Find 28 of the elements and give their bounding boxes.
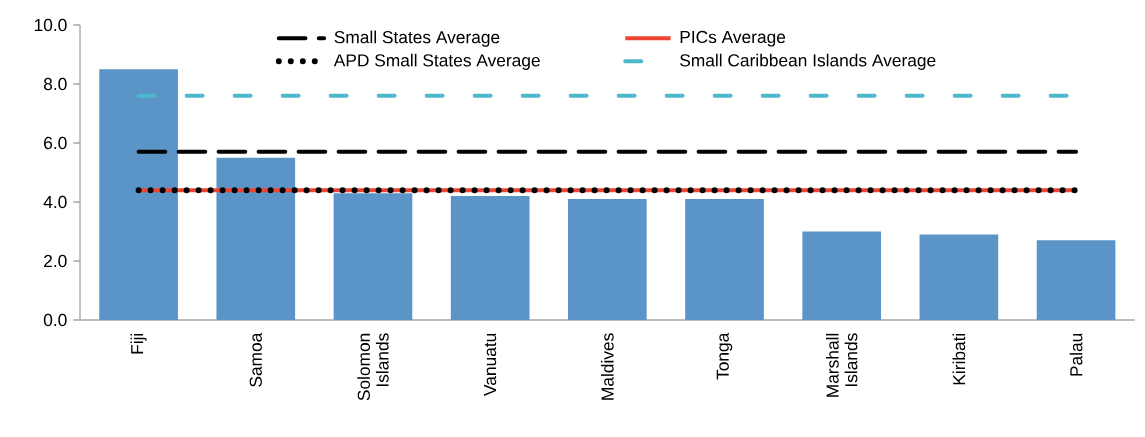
x-tick-label: Tonga <box>716 332 733 380</box>
y-tick-label: 6.0 <box>44 136 67 150</box>
legend-label: APD Small States Average <box>333 53 540 70</box>
x-tick-label: Solomon Islands <box>357 333 389 401</box>
bar <box>802 231 882 320</box>
bar <box>333 193 413 320</box>
x-tick-label: Samoa <box>249 332 262 387</box>
x-tick-label: Palau <box>1069 333 1083 376</box>
y-tick-label: 0.0 <box>43 313 67 327</box>
x-tick-label: Maldives <box>600 333 614 400</box>
y-tick-label: 10.0 <box>34 18 67 32</box>
legend-label: PICs Average <box>680 30 786 47</box>
y-tick-label: 8.0 <box>43 77 67 91</box>
bar <box>99 69 178 320</box>
bar <box>685 199 764 320</box>
y-tick-label: 2.0 <box>44 254 67 268</box>
bar <box>216 157 296 320</box>
x-tick-label: Kiribati <box>952 333 966 385</box>
x-tick-label: Vanuatu <box>484 333 497 396</box>
legend-label: Small States Average <box>334 30 500 47</box>
bar <box>919 234 999 320</box>
x-tick-label: Fiji <box>130 333 147 354</box>
bar <box>450 196 530 320</box>
y-tick-label: 4.0 <box>43 195 67 209</box>
x-tick-label: Marshall Islands <box>825 333 858 397</box>
legend-label: Small Caribbean Islands Average <box>680 53 936 70</box>
bar <box>568 199 647 320</box>
bar <box>1036 240 1116 320</box>
